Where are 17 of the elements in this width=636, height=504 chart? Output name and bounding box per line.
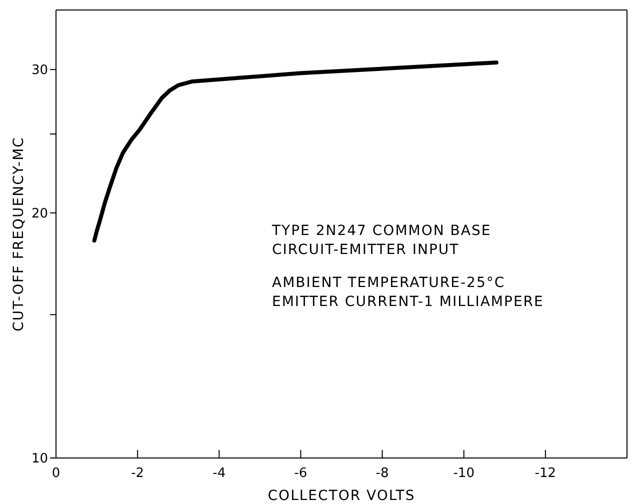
y-tick-label: 30 <box>31 63 48 78</box>
annotation: EMITTER CURRENT-1 MILLIAMPERE <box>272 293 544 312</box>
x-tick-label: 0 <box>52 466 60 481</box>
line-series <box>92 60 498 242</box>
annotation: TYPE 2N247 COMMON BASE <box>272 222 492 241</box>
annotation: AMBIENT TEMPERATURE-25°C <box>272 274 506 293</box>
y-tick-label: 10 <box>31 452 48 467</box>
y-axis-title: CUT-OFF FREQUENCY-MC <box>10 136 27 332</box>
x-tick-label: -4 <box>212 466 226 481</box>
annotation: CIRCUIT-EMITTER INPUT <box>272 241 460 260</box>
x-tick-label: -10 <box>453 466 474 481</box>
x-tick-label: -12 <box>534 466 556 481</box>
x-tick-label: -2 <box>131 466 144 481</box>
x-tick-label: -8 <box>376 466 389 481</box>
y-tick-label: 20 <box>31 206 48 222</box>
x-tick-label: -6 <box>294 466 308 481</box>
x-axis-title: COLLECTOR VOLTS <box>268 488 416 504</box>
